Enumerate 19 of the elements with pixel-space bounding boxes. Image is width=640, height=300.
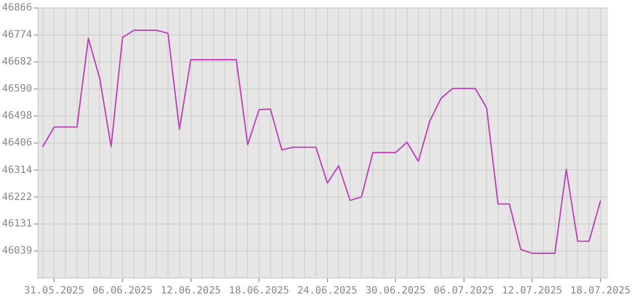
x-tick-label: 12.07.2025 bbox=[502, 286, 562, 297]
x-tick-label: 31.05.2025 bbox=[24, 286, 84, 297]
y-tick-label: 46774 bbox=[2, 30, 32, 41]
x-tick-label: 06.07.2025 bbox=[434, 286, 494, 297]
x-tick-label: 06.06.2025 bbox=[92, 286, 153, 297]
y-tick-label: 46131 bbox=[2, 218, 32, 230]
x-tick-label: 18.07.2025 bbox=[570, 286, 631, 297]
y-tick-label: 46590 bbox=[2, 84, 32, 95]
x-tick-label: 18.06.2025 bbox=[228, 286, 290, 297]
x-tick-label: 12.06.2025 bbox=[160, 286, 221, 297]
y-tick-label: 46498 bbox=[2, 110, 32, 122]
y-tick-label: 46406 bbox=[2, 138, 32, 149]
y-tick-label: 46314 bbox=[2, 164, 32, 176]
x-tick-label: 30.06.2025 bbox=[365, 286, 426, 297]
y-tick-label: 46682 bbox=[2, 56, 32, 68]
y-tick-label: 46222 bbox=[2, 192, 32, 203]
x-tick-label: 24.06.2025 bbox=[297, 286, 358, 297]
y-tick-label: 46866 bbox=[2, 2, 32, 14]
y-tick-label: 46039 bbox=[2, 246, 32, 257]
